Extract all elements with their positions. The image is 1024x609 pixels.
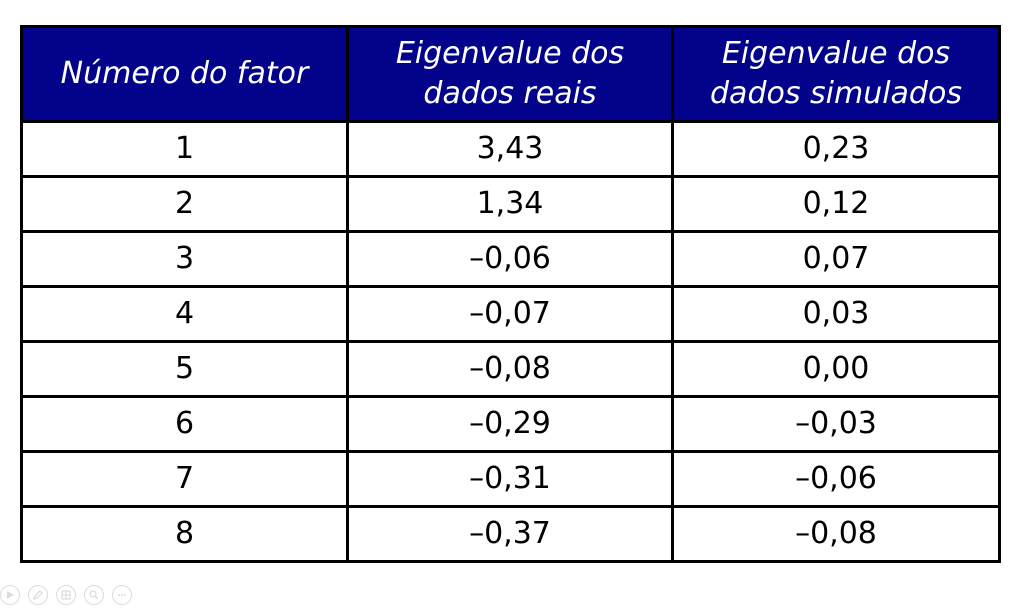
factor-number-cell: 3 (20, 230, 349, 288)
factor-number-cell: 4 (20, 285, 349, 343)
zoom-icon[interactable] (84, 585, 104, 605)
simulated-eigenvalue-cell: –0,08 (671, 505, 1001, 563)
simulated-eigenvalue-cell: 0,12 (671, 175, 1001, 233)
simulated-eigenvalue-cell: 0,03 (671, 285, 1001, 343)
header-line: dados reais (423, 76, 597, 111)
table-header-row: Número do fator Eigenvalue dos dados rea… (20, 25, 1001, 123)
table-row: 2 1,34 0,12 (20, 175, 1001, 233)
more-icon[interactable] (112, 585, 132, 605)
header-line: dados simulados (710, 76, 962, 111)
simulated-eigenvalue-cell: –0,06 (671, 450, 1001, 508)
table-row: 5 –0,08 0,00 (20, 340, 1001, 398)
factor-number-cell: 8 (20, 505, 349, 563)
factor-number-cell: 1 (20, 120, 349, 178)
factor-number-cell: 7 (20, 450, 349, 508)
factor-number-cell: 6 (20, 395, 349, 453)
table-row: 4 –0,07 0,03 (20, 285, 1001, 343)
simulated-eigenvalue-cell: 0,00 (671, 340, 1001, 398)
real-eigenvalue-cell: 3,43 (346, 120, 674, 178)
presentation-toolbar (0, 583, 132, 607)
real-eigenvalue-cell: –0,29 (346, 395, 674, 453)
simulated-eigenvalue-cell: 0,07 (671, 230, 1001, 288)
real-eigenvalue-cell: –0,06 (346, 230, 674, 288)
real-eigenvalue-cell: –0,08 (346, 340, 674, 398)
pen-icon[interactable] (28, 585, 48, 605)
table-row: 8 –0,37 –0,08 (20, 505, 1001, 563)
table-row: 6 –0,29 –0,03 (20, 395, 1001, 453)
simulated-eigenvalue-cell: –0,03 (671, 395, 1001, 453)
header-line: Eigenvalue dos (395, 36, 625, 71)
eigenvalue-table: Número do fator Eigenvalue dos dados rea… (20, 25, 1001, 563)
table-row: 7 –0,31 –0,06 (20, 450, 1001, 508)
factor-number-cell: 2 (20, 175, 349, 233)
column-header-simulated-eigenvalue: Eigenvalue dos dados simulados (671, 25, 1001, 123)
header-line: Número do fator (60, 56, 309, 91)
factor-number-cell: 5 (20, 340, 349, 398)
simulated-eigenvalue-cell: 0,23 (671, 120, 1001, 178)
real-eigenvalue-cell: –0,07 (346, 285, 674, 343)
table-row: 3 –0,06 0,07 (20, 230, 1001, 288)
eigenvalue-table-container: Número do fator Eigenvalue dos dados rea… (20, 25, 1001, 563)
table-row: 1 3,43 0,23 (20, 120, 1001, 178)
play-icon[interactable] (0, 585, 20, 605)
real-eigenvalue-cell: 1,34 (346, 175, 674, 233)
real-eigenvalue-cell: –0,37 (346, 505, 674, 563)
header-line: Eigenvalue dos (721, 36, 951, 71)
column-header-factor-number: Número do fator (20, 25, 349, 123)
slides-icon[interactable] (56, 585, 76, 605)
real-eigenvalue-cell: –0,31 (346, 450, 674, 508)
column-header-real-eigenvalue: Eigenvalue dos dados reais (346, 25, 674, 123)
